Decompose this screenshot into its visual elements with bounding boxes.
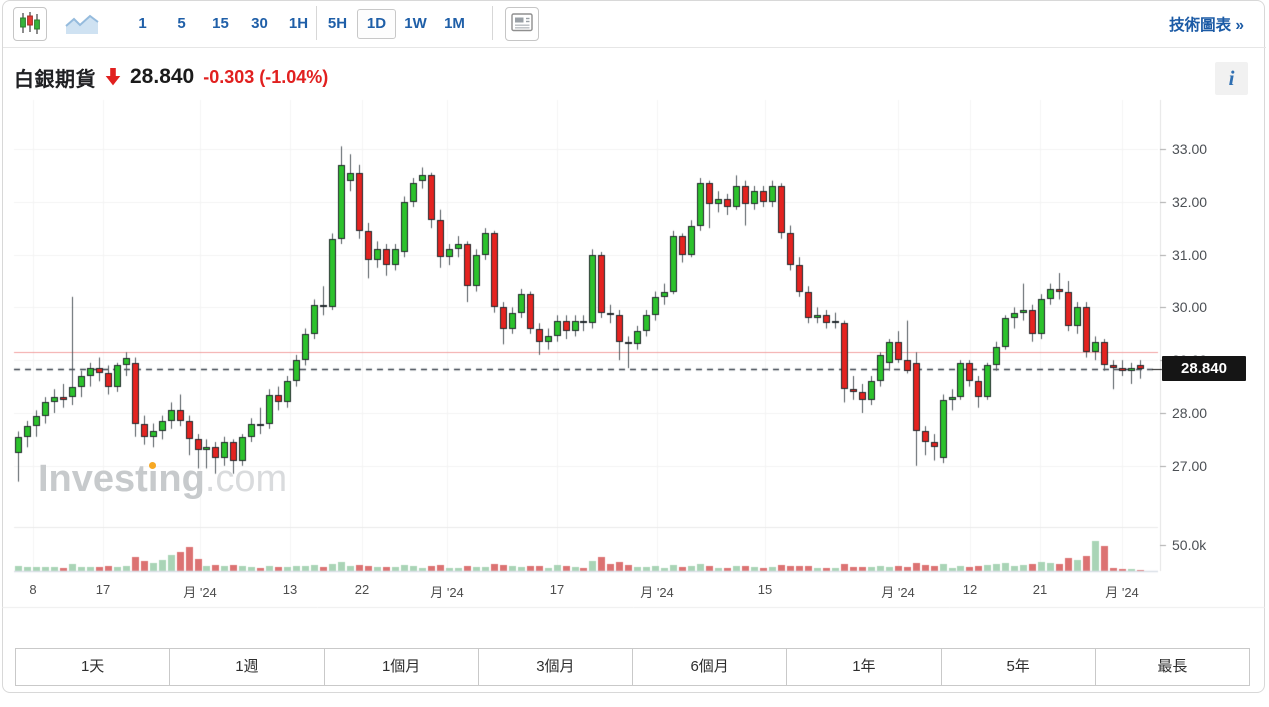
period-button-4[interactable]: 6個月	[632, 648, 788, 686]
period-button-3[interactable]: 3個月	[477, 648, 633, 686]
period-button-5[interactable]: 1年	[786, 648, 942, 686]
timeframe-button-15[interactable]: 15	[201, 9, 240, 39]
info-button[interactable]: i	[1215, 62, 1248, 95]
candlestick-icon	[19, 11, 41, 38]
period-button-7[interactable]: 最長	[1094, 648, 1250, 686]
candlestick-chart-type-button[interactable]	[13, 7, 47, 41]
timeframe-button-1h[interactable]: 1H	[279, 9, 318, 39]
area-chart-icon	[64, 10, 100, 39]
timeframe-button-1d[interactable]: 1D	[357, 9, 396, 39]
timeframe-button-1[interactable]: 1	[123, 9, 162, 39]
technical-chart-link[interactable]: 技術圖表 »	[1169, 17, 1244, 34]
period-button-6[interactable]: 5年	[940, 648, 1096, 686]
period-button-1[interactable]: 1週	[169, 648, 325, 686]
timeframe-button-5h[interactable]: 5H	[318, 9, 357, 39]
timeframe-button-1m[interactable]: 1M	[435, 9, 474, 39]
news-panel-button[interactable]	[505, 7, 539, 41]
timeframe-button-1w[interactable]: 1W	[396, 9, 435, 39]
timeframe-button-5[interactable]: 5	[162, 9, 201, 39]
period-button-0[interactable]: 1天	[15, 648, 171, 686]
period-buttons: 1天 1週 1個月 3個月 6個月 1年 5年 最長	[15, 648, 1250, 686]
area-chart-type-button[interactable]	[63, 10, 101, 38]
period-button-2[interactable]: 1個月	[323, 648, 479, 686]
news-icon	[511, 13, 533, 35]
timeframe-buttons: 1 5 15 30 1H 5H 1D 1W 1M	[123, 9, 474, 39]
timeframe-button-30[interactable]: 30	[240, 9, 279, 39]
